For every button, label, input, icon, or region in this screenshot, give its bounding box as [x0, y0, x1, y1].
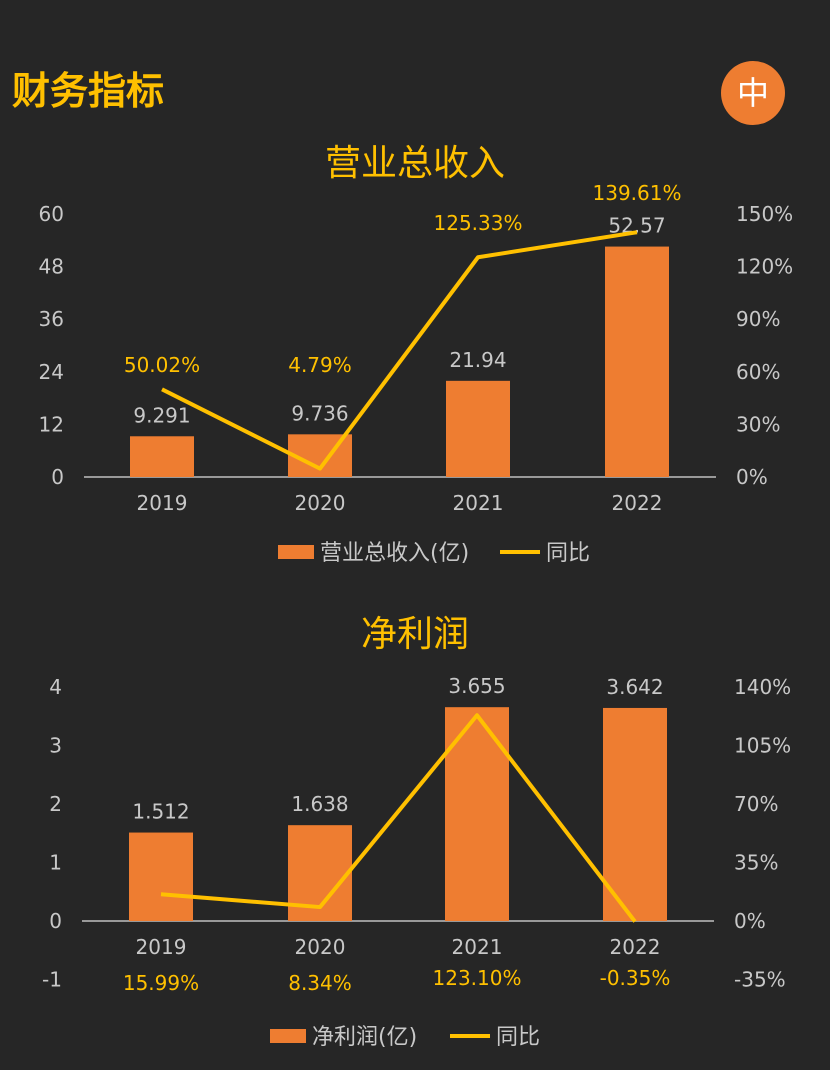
right-axis-tick: 35% [734, 851, 778, 875]
right-axis-tick: -35% [734, 968, 786, 992]
x-axis-tick: 2019 [136, 935, 187, 959]
bar-value-label: 3.642 [606, 675, 663, 699]
left-axis-tick: 48 [39, 255, 64, 279]
left-axis-tick: 12 [39, 412, 64, 436]
right-axis-tick: 120% [736, 255, 793, 279]
bar-value-label: 1.512 [132, 800, 189, 824]
legend-line-label: 同比 [496, 1025, 540, 1050]
x-axis-tick: 2022 [612, 491, 663, 515]
right-axis-tick: 140% [734, 675, 791, 699]
right-axis-tick: 90% [736, 307, 780, 331]
bar [603, 707, 667, 921]
x-axis-tick: 2022 [610, 935, 661, 959]
legend-bar-label: 净利润(亿) [312, 1025, 417, 1050]
x-axis-tick: 2020 [295, 491, 346, 515]
bar-value-label: 1.638 [291, 792, 348, 816]
bar [446, 380, 510, 477]
left-axis-tick: 60 [39, 202, 64, 226]
yoy-line [161, 230, 638, 471]
right-axis-tick: 30% [736, 412, 780, 436]
x-axis-tick: 2021 [453, 491, 504, 515]
yoy-label: 139.61% [593, 181, 682, 205]
legend-line-label: 同比 [546, 541, 590, 566]
chart-title: 营业总收入 [325, 143, 505, 184]
bar-value-label: 21.94 [449, 348, 506, 372]
yoy-label: 123.10% [433, 966, 522, 990]
bar [445, 707, 509, 921]
yoy-label: 8.34% [288, 971, 352, 995]
right-axis-tick: 150% [736, 202, 793, 226]
yoy-label: 125.33% [434, 211, 523, 235]
left-axis-tick: 36 [39, 307, 64, 331]
left-axis-tick: 2 [49, 792, 62, 816]
left-axis-tick: 24 [39, 360, 64, 384]
legend-bar-swatch [278, 545, 314, 559]
yoy-label: 15.99% [123, 971, 199, 995]
right-axis-tick: 70% [734, 792, 778, 816]
bar-value-label: 9.291 [133, 403, 190, 427]
right-axis-tick: 60% [736, 360, 780, 384]
bar-value-label: 3.655 [448, 674, 505, 698]
legend-bar-label: 营业总收入(亿) [320, 541, 469, 566]
left-axis-tick: 4 [49, 675, 62, 699]
x-axis-tick: 2019 [137, 491, 188, 515]
bar [605, 246, 669, 477]
x-axis-tick: 2020 [295, 935, 346, 959]
right-axis-tick: 0% [736, 465, 768, 489]
bar [129, 832, 193, 921]
left-axis-tick: 3 [49, 734, 62, 758]
x-axis-tick: 2021 [452, 935, 503, 959]
left-axis-tick: 0 [49, 909, 62, 933]
bar-value-label: 9.736 [291, 401, 348, 425]
page-title: 财务指标 [12, 69, 165, 113]
yoy-line [160, 713, 637, 923]
right-axis-tick: 105% [734, 734, 791, 758]
yoy-label: 50.02% [124, 353, 200, 377]
left-axis-tick: -1 [42, 968, 62, 992]
chart-title: 净利润 [361, 614, 469, 655]
left-axis-tick: 1 [49, 851, 62, 875]
legend-bar-swatch [270, 1029, 306, 1043]
yoy-label: 4.79% [288, 353, 352, 377]
left-axis-tick: 0 [51, 465, 64, 489]
right-axis-tick: 0% [734, 909, 766, 933]
revenue-chart: 营业总收入 0 12 24 36 48 60 0% 30% 60% 90% 120% 150% 9.291… [39, 143, 794, 566]
bar [130, 436, 194, 477]
yoy-label: -0.35% [600, 966, 671, 990]
level-badge: 中 [721, 61, 785, 125]
